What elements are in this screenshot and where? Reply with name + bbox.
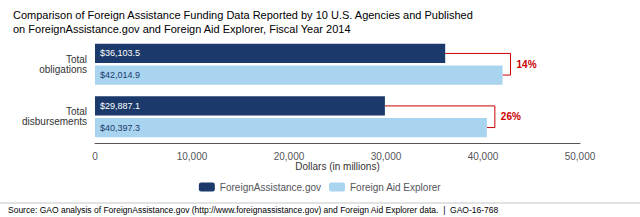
svg-text:30,000: 30,000: [371, 151, 402, 162]
svg-text:$29,887.1: $29,887.1: [100, 101, 140, 111]
svg-text:20,000: 20,000: [274, 151, 305, 162]
svg-text:Total: Total: [65, 53, 87, 65]
svg-text:on ForeignAssistance.gov and F: on ForeignAssistance.gov and Foreign Aid…: [13, 23, 351, 35]
svg-text:obligations: obligations: [39, 64, 87, 75]
svg-text:ForeignAssistance.gov: ForeignAssistance.gov: [220, 182, 321, 193]
svg-text:10,000: 10,000: [177, 151, 208, 162]
svg-text:40,000: 40,000: [468, 151, 499, 162]
svg-text:Source: GAO analysis of Foreig: Source: GAO analysis of ForeignAssistanc…: [8, 205, 499, 215]
svg-text:14%: 14%: [517, 59, 537, 70]
svg-text:Comparison of Foreign Assistan: Comparison of Foreign Assistance Funding…: [13, 9, 473, 21]
svg-text:$36,103.5: $36,103.5: [100, 48, 140, 58]
svg-text:Dollars (in millions): Dollars (in millions): [295, 161, 379, 172]
svg-text:$40,397.3: $40,397.3: [100, 123, 140, 133]
svg-text:$42,014.9: $42,014.9: [100, 70, 140, 80]
svg-text:disbursements: disbursements: [22, 116, 87, 127]
svg-text:Foreign Aid Explorer: Foreign Aid Explorer: [350, 182, 441, 193]
svg-text:Total: Total: [65, 106, 87, 118]
svg-text:50,000: 50,000: [565, 151, 596, 162]
svg-text:26%: 26%: [501, 111, 521, 122]
svg-text:0: 0: [92, 151, 98, 162]
